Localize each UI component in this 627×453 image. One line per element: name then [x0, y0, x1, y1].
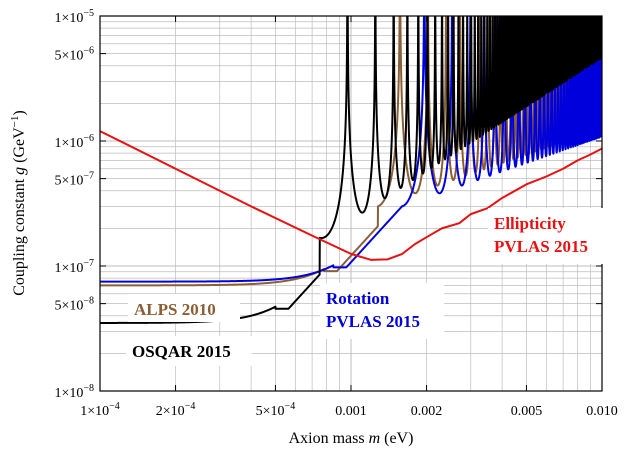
- ticks: 1×10−4 2×10−4 5×10−4 0.001 0.002 0.005 0.010 1×…: [54, 8, 617, 419]
- y-tick-label: 1×10−6: [54, 133, 94, 151]
- annotation-ellipticity-pvlas-2015: Ellipticity PVLAS 2015: [488, 208, 606, 264]
- y-tick-label: 1×10−7: [54, 258, 94, 276]
- x-tick-label: 0.001: [335, 404, 367, 419]
- x-tick-label: 0.010: [586, 404, 618, 419]
- series-line-osqar-2015: [100, 16, 602, 324]
- x-tick-label: 0.005: [511, 404, 543, 419]
- annotation-text: OSQAR 2015: [132, 342, 231, 361]
- annotation-text: PVLAS 2015: [494, 237, 588, 256]
- annotation-alps-2010: ALPS 2010: [128, 294, 240, 322]
- annotation-text: Rotation: [326, 289, 390, 308]
- annotations: Ellipticity PVLAS 2015 Rotation PVLAS 2015 A…: [126, 208, 606, 366]
- x-tick-label: 2×10−4: [156, 401, 196, 419]
- series-layer: [100, 16, 602, 324]
- y-tick-label: 5×10−7: [54, 171, 94, 189]
- y-tick-label: 5×10−6: [54, 46, 94, 64]
- annotation-background: [488, 208, 606, 264]
- x-tick-label: 0.002: [411, 404, 443, 419]
- series-line-ellipticity-pvlas-2015: [100, 130, 602, 261]
- x-axis-label: Axion mass m (eV): [289, 430, 414, 447]
- annotation-text: Ellipticity: [494, 214, 566, 233]
- annotation-background: [320, 283, 444, 339]
- annotation-background: [128, 294, 240, 322]
- y-tick-label: 5×10−8: [54, 296, 94, 314]
- x-tick-label: 1×10−4: [80, 401, 120, 419]
- annotation-text: PVLAS 2015: [326, 312, 420, 331]
- y-axis-label: Coupling constant g (GeV−1): [9, 110, 28, 295]
- y-tick-label: 1×10−8: [54, 383, 94, 401]
- y-tick-label: 1×10−5: [54, 8, 94, 26]
- annotation-text: ALPS 2010: [134, 300, 216, 319]
- annotation-osqar-2015: OSQAR 2015: [126, 336, 252, 366]
- annotation-background: [126, 336, 252, 366]
- annotation-rotation-pvlas-2015: Rotation PVLAS 2015: [320, 283, 444, 339]
- series-line-alps-2010: [100, 16, 602, 287]
- x-tick-label: 5×10−4: [256, 401, 296, 419]
